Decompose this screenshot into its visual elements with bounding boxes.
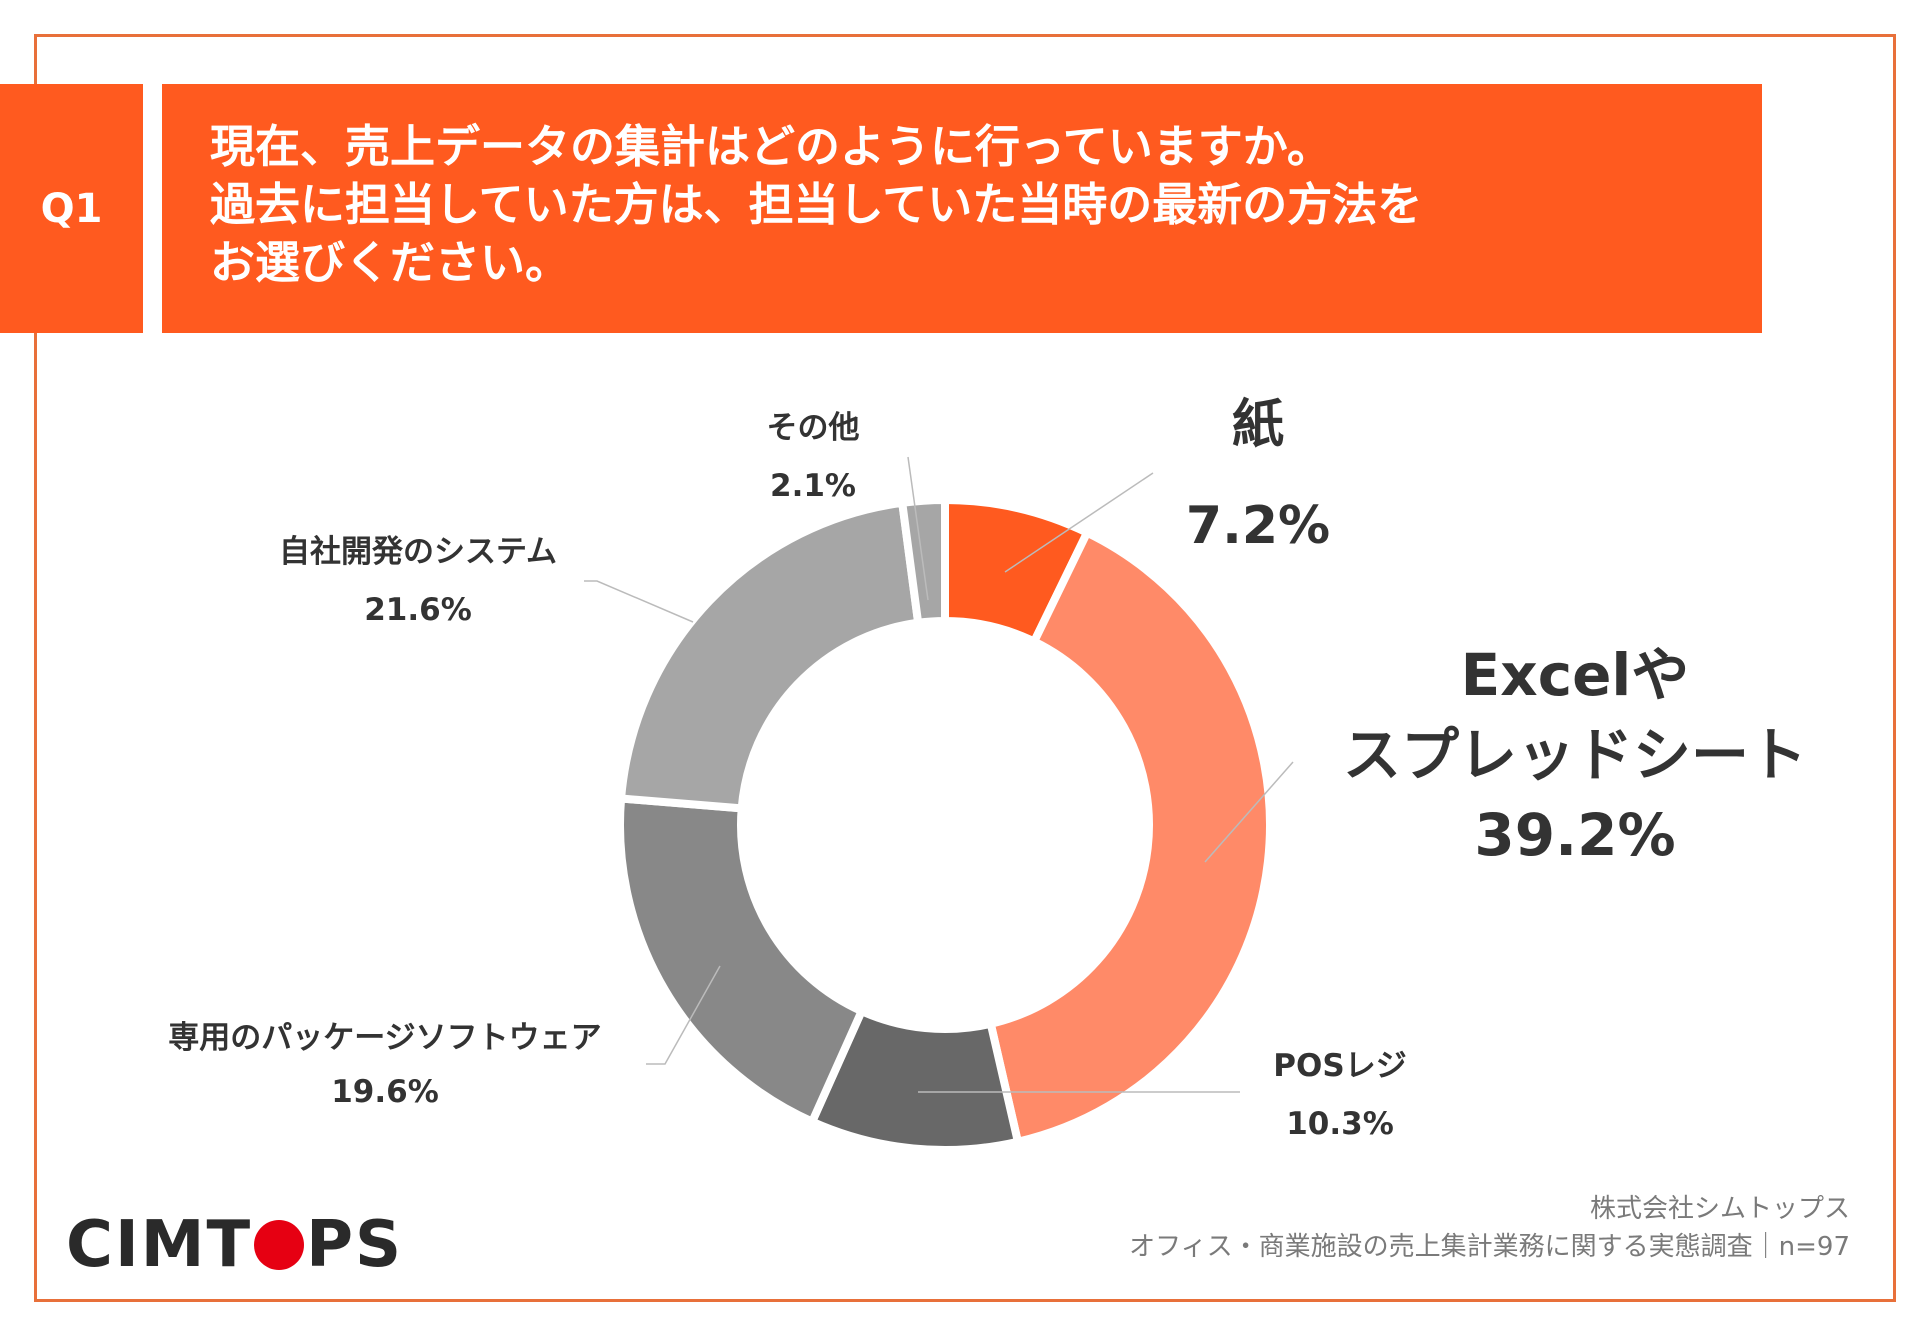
footer-source: 株式会社シムトップス オフィス・商業施設の売上集計業務に関する実態調査｜n=97 [1129, 1190, 1850, 1266]
question-box: 現在、売上データの集計はどのように行っていますか。 過去に担当していた方は、担当… [162, 84, 1762, 333]
label-package-name: 専用のパッケージソフトウェア [168, 1020, 601, 1056]
page-frame [34, 34, 1896, 1302]
label-paper-name: 紙 [1232, 395, 1284, 455]
label-excel-name-line1: Excelや [1461, 641, 1690, 709]
label-excel-value: 39.2% [1474, 801, 1675, 869]
label-pos-value: 10.3% [1286, 1106, 1394, 1142]
donut-slice-inhouse [616, 498, 923, 813]
label-paper-value: 7.2% [1186, 496, 1330, 556]
question-line-3: お選びください。 [210, 236, 571, 289]
label-pos-name: POSレジ [1273, 1048, 1406, 1084]
donut-slice-excel [985, 527, 1274, 1147]
leader-lines [584, 456, 1294, 1093]
donut-slices [616, 495, 1274, 1154]
logo-text-after: PS [306, 1208, 404, 1282]
leader-line-other [907, 456, 929, 601]
leader-line-paper [1004, 472, 1154, 573]
donut-slice-other [897, 495, 949, 628]
label-inhouse-name: 自社開発のシステム [279, 534, 557, 570]
footer-survey: オフィス・商業施設の売上集計業務に関する実態調査｜n=97 [1129, 1232, 1850, 1262]
label-package-value: 19.6% [331, 1074, 439, 1110]
question-number: Q1 [40, 185, 103, 232]
question-number-badge: Q1 [0, 84, 143, 333]
label-inhouse-value: 21.6% [364, 592, 472, 628]
question-line-2: 過去に担当していた方は、担当していた当時の最新の方法を [210, 178, 1423, 231]
leader-line-package [646, 965, 721, 1065]
leader-line-excel [1204, 761, 1294, 863]
logo-text-before: CIMT [66, 1208, 253, 1282]
question-line-1: 現在、売上データの集計はどのように行っていますか。 [210, 120, 1332, 173]
logo-red-dot [254, 1220, 305, 1270]
donut-slice-package [616, 794, 867, 1127]
label-excel-name-line2: スプレッドシート [1343, 721, 1807, 789]
leader-line-inhouse [584, 580, 694, 623]
label-other-value: 2.1% [770, 468, 856, 504]
cimtops-logo: CIMT PS [66, 1208, 403, 1282]
footer-company: 株式会社シムトップス [1589, 1194, 1850, 1224]
label-other-name: その他 [767, 410, 860, 446]
